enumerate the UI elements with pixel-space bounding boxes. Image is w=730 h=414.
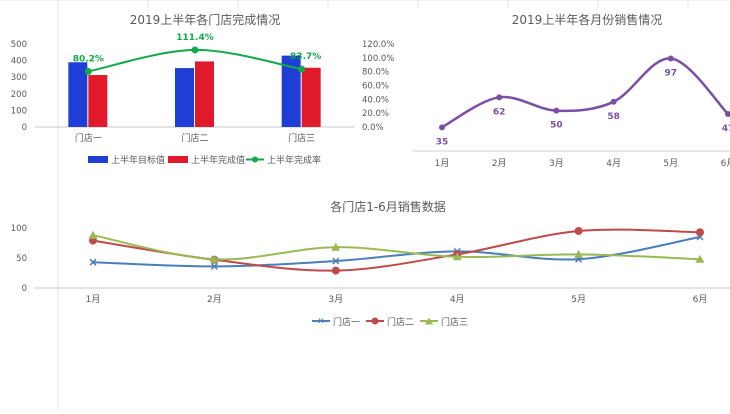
series-line xyxy=(92,234,701,261)
sales-point xyxy=(610,98,617,105)
series-point xyxy=(452,252,462,261)
x-tick-label: 1月 xyxy=(86,294,101,305)
rate-data-label: 80.2% xyxy=(73,55,104,65)
x-tick-label: 4月 xyxy=(606,158,621,169)
rate-data-label: 83.7% xyxy=(290,52,321,62)
legend-store2-label: 门店二 xyxy=(387,316,414,328)
x-tick-label: 4月 xyxy=(450,294,465,305)
legend-target-swatch xyxy=(88,156,108,163)
series-point xyxy=(331,266,340,275)
actual-bar xyxy=(301,67,321,127)
actual-bar xyxy=(88,75,108,127)
monthly-sales-line xyxy=(441,57,729,129)
series-point xyxy=(210,262,218,270)
series-line xyxy=(92,236,701,268)
x-tick-label: 门店一 xyxy=(75,132,102,144)
x-tick-label: 3月 xyxy=(549,158,564,169)
chart2-title: 2019上半年各月份销售情况 xyxy=(512,12,663,27)
y2-tick-label: 60.0% xyxy=(362,82,389,92)
chart3-title: 各门店1-6月销售数据 xyxy=(330,199,446,214)
y2-tick-label: 120.0% xyxy=(362,40,394,50)
y-tick-label: 50 xyxy=(16,254,27,264)
rate-point xyxy=(298,65,306,73)
y-tick-label: 500 xyxy=(11,40,27,50)
x-tick-label: 6月 xyxy=(721,158,730,169)
series-line xyxy=(92,228,701,272)
sales-data-label: 35 xyxy=(436,137,449,147)
legend-target-label: 上半年目标值 xyxy=(111,154,165,166)
x-tick-label: 1月 xyxy=(435,158,450,169)
x-tick-label: 2月 xyxy=(492,158,507,169)
legend-store1-label: 门店一 xyxy=(333,316,360,328)
store-completion-chart: 2019上半年各门店完成情况 0 100 200 300 400 500 0.0% 20.0… xyxy=(11,12,395,166)
series-point xyxy=(88,230,98,239)
legend-store1-marker: ✕ xyxy=(317,317,325,327)
x-tick-label: 3月 xyxy=(328,294,343,305)
series-point xyxy=(89,258,97,266)
y-tick-label: 0 xyxy=(22,123,27,133)
legend-rate-label: 上半年完成率 xyxy=(267,154,321,166)
series-point xyxy=(695,254,705,263)
legend-rate-marker xyxy=(252,156,258,163)
x-tick-label: 2月 xyxy=(207,294,222,305)
sales-point xyxy=(667,55,674,62)
x-tick-label: 5月 xyxy=(571,294,586,305)
target-bar xyxy=(281,55,301,128)
x-tick-label: 6月 xyxy=(693,294,708,305)
y2-tick-label: 80.0% xyxy=(362,68,389,78)
target-bar xyxy=(175,68,194,127)
chart1-title: 2019上半年各门店完成情况 xyxy=(130,12,281,27)
sales-point xyxy=(725,111,730,117)
y2-tick-label: 40.0% xyxy=(362,95,389,105)
legend-store3-marker xyxy=(425,317,433,325)
x-tick-label: 门店二 xyxy=(181,132,208,144)
y-tick-label: 0 xyxy=(22,284,27,294)
sales-point xyxy=(496,94,503,101)
sales-point xyxy=(553,107,560,114)
y-tick-label: 100 xyxy=(11,106,27,116)
sales-point xyxy=(439,124,445,131)
y-tick-label: 100 xyxy=(11,224,27,234)
y-tick-label: 300 xyxy=(11,73,27,83)
store-monthly-chart: 各门店1-6月销售数据 0 50 100 1月 2月 3月 4月 5月 6月 ✕ 门店一 门店… xyxy=(11,199,730,328)
sales-data-label: 62 xyxy=(493,107,506,117)
y2-tick-label: 20.0% xyxy=(362,109,389,119)
actual-bar xyxy=(195,61,214,127)
legend-store2-marker xyxy=(371,317,379,325)
legend-actual-swatch xyxy=(168,156,188,163)
sales-data-label: 58 xyxy=(607,112,620,122)
y-tick-label: 200 xyxy=(11,90,27,100)
sales-data-label: 97 xyxy=(665,68,678,78)
y2-tick-label: 100.0% xyxy=(362,54,394,64)
sales-data-label: 50 xyxy=(550,121,563,131)
legend-store3-label: 门店三 xyxy=(441,316,468,328)
rate-data-label: 111.4% xyxy=(176,33,214,43)
rate-point xyxy=(191,46,199,54)
monthly-sales-chart: 2019上半年各月份销售情况 35 62 50 58 97 47 1月 2月 3月 4月 5月 6月 xyxy=(412,12,730,169)
target-bar xyxy=(68,62,88,128)
x-tick-label: 5月 xyxy=(663,158,678,169)
y-tick-label: 400 xyxy=(11,57,27,67)
series-point xyxy=(209,254,219,263)
series-point xyxy=(574,227,583,235)
series-point xyxy=(331,242,341,251)
y2-tick-label: 0.0% xyxy=(362,123,384,133)
sales-data-label: 47 xyxy=(722,124,730,134)
chart3-legend: ✕ 门店一 门店二 门店三 xyxy=(312,316,468,328)
chart1-legend: 上半年目标值 上半年完成值 上半年完成率 xyxy=(88,154,321,166)
rate-point xyxy=(84,68,92,76)
x-tick-label: 门店三 xyxy=(288,132,315,144)
legend-actual-label: 上半年完成值 xyxy=(191,154,245,166)
series-point xyxy=(332,257,340,265)
series-point xyxy=(574,249,584,258)
series-point xyxy=(696,228,704,237)
